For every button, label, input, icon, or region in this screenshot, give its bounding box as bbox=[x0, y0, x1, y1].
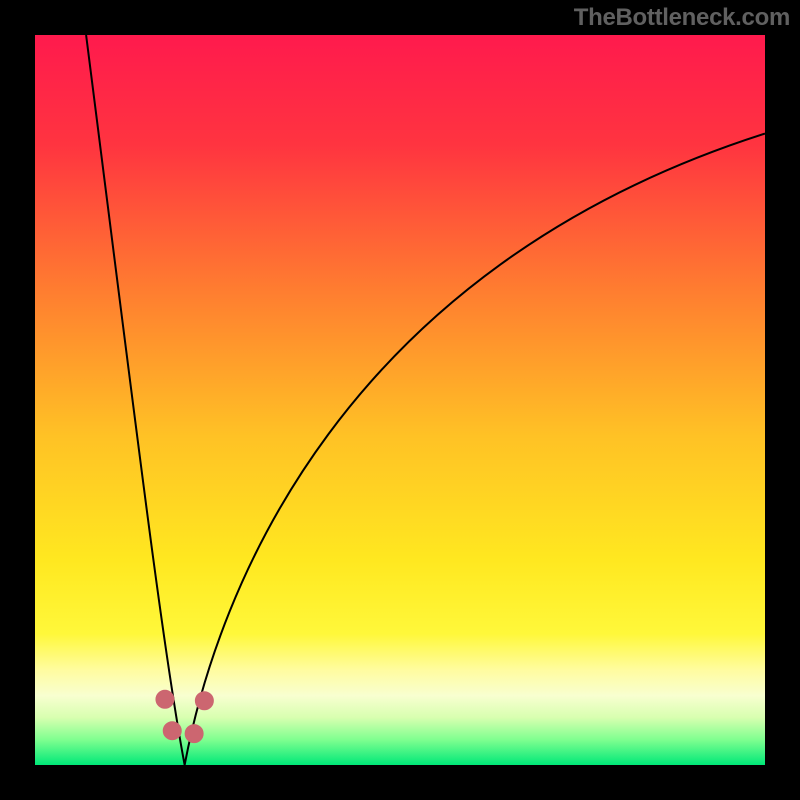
data-marker bbox=[156, 690, 174, 708]
chart-frame: TheBottleneck.com bbox=[0, 0, 800, 800]
plot-area bbox=[35, 35, 765, 765]
data-marker bbox=[195, 692, 213, 710]
watermark-text: TheBottleneck.com bbox=[574, 4, 790, 32]
plot-svg bbox=[35, 35, 765, 765]
data-marker bbox=[163, 722, 181, 740]
gradient-background bbox=[35, 35, 765, 765]
data-marker bbox=[185, 725, 203, 743]
